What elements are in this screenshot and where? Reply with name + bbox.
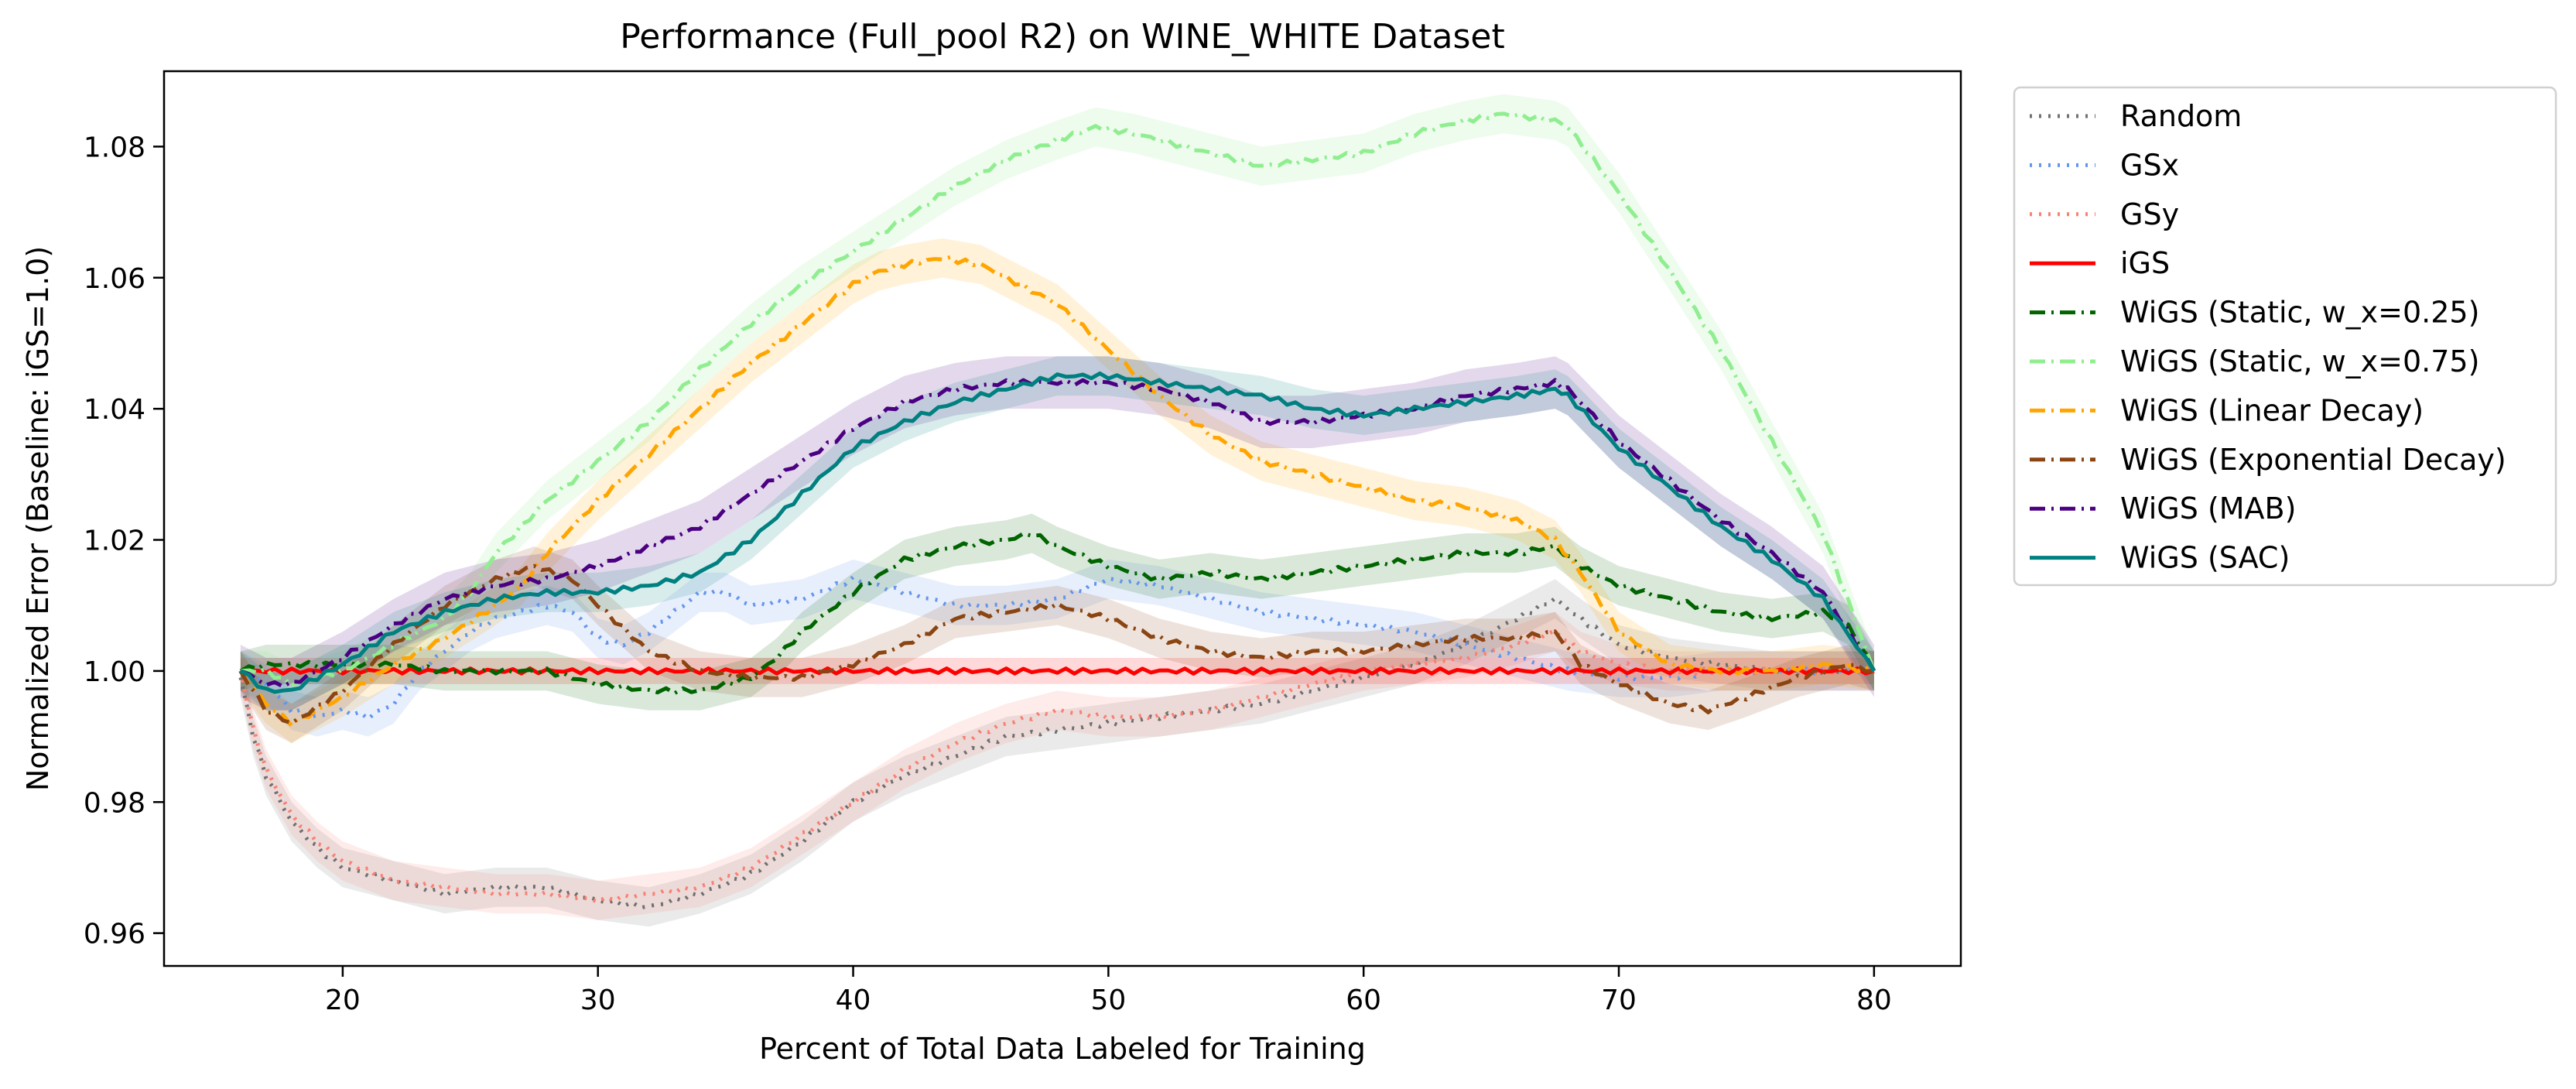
confidence-bands: [240, 94, 1874, 927]
x-tick-label: 30: [580, 985, 616, 1016]
y-tick-label: 1.06: [84, 263, 145, 295]
x-tick-label: 80: [1856, 985, 1892, 1016]
y-tick-label: 0.96: [84, 919, 145, 950]
series-line-wigs-static-w-x-0-75: [240, 111, 1876, 688]
legend-box: [2013, 86, 2557, 587]
y-tick-label: 1.04: [84, 394, 145, 426]
band-wigs-static-w-x-0-25: [240, 513, 1874, 711]
legend-label-igs: iGS: [2120, 246, 2170, 280]
x-tick-label: 60: [1346, 985, 1381, 1016]
series-line-wigs-sac: [239, 371, 1876, 694]
y-axis-label: Normalized Error (Baseline: iGS=1.0): [21, 246, 55, 791]
band-random: [240, 579, 1874, 927]
y-tick-label: 1.00: [84, 656, 145, 688]
series-line-gsy: [238, 628, 1875, 904]
series-line-wigs-mab: [240, 378, 1876, 689]
x-axis-ticks: 20 30 40 50 60 70 80: [325, 966, 1892, 1016]
series-line-igs: [240, 666, 1875, 676]
legend-label-wigs-linear-decay: WiGS (Linear Decay): [2120, 393, 2424, 427]
legend-label-gsx: GSx: [2120, 148, 2179, 182]
band-wigs-static-w-x-0-75: [240, 94, 1874, 704]
legend-label-wigs-sac: WiGS (SAC): [2120, 541, 2290, 575]
x-tick-label: 70: [1601, 985, 1637, 1016]
y-tick-label: 0.98: [84, 787, 145, 819]
series-lines: [238, 111, 1876, 910]
band-gsy: [240, 611, 1874, 920]
band-gsx: [240, 559, 1874, 737]
plot-area-frame: [162, 70, 1962, 967]
x-axis-label: Percent of Total Data Labeled for Traini…: [759, 1032, 1366, 1066]
legend-label-wigs-static-w-x-0-25: WiGS (Static, w_x=0.25): [2120, 296, 2479, 330]
series-line-wigs-linear-decay: [238, 255, 1875, 728]
series-line-wigs-exponential-decay: [238, 563, 1874, 725]
x-tick-label: 50: [1090, 985, 1126, 1016]
legend: Random GSx GSy iGS WiGS (Static, w_x=0.25) Wi…: [2013, 86, 2557, 587]
x-tick-label: 40: [836, 985, 871, 1016]
y-axis-ticks: 0.96 0.98 1.00 1.02 1.04 1.06 1.08: [84, 132, 164, 950]
band-wigs-exponential-decay: [240, 546, 1874, 744]
y-tick-label: 1.08: [84, 132, 145, 163]
legend-label-wigs-exponential-decay: WiGS (Exponential Decay): [2120, 443, 2506, 477]
legend-label-wigs-mab: WiGS (MAB): [2120, 491, 2296, 526]
legend-items: Random GSx GSy iGS WiGS (Static, w_x=0.25) Wi…: [2030, 99, 2506, 575]
x-tick-label: 20: [325, 985, 361, 1016]
legend-label-random: Random: [2120, 99, 2242, 133]
chart-title: Performance (Full_pool R2) on WINE_WHITE…: [620, 17, 1504, 57]
legend-label-gsy: GSy: [2120, 197, 2179, 231]
legend-label-wigs-static-w-x-0-75: WiGS (Static, w_x=0.75): [2120, 344, 2479, 378]
y-tick-label: 1.02: [84, 526, 145, 557]
